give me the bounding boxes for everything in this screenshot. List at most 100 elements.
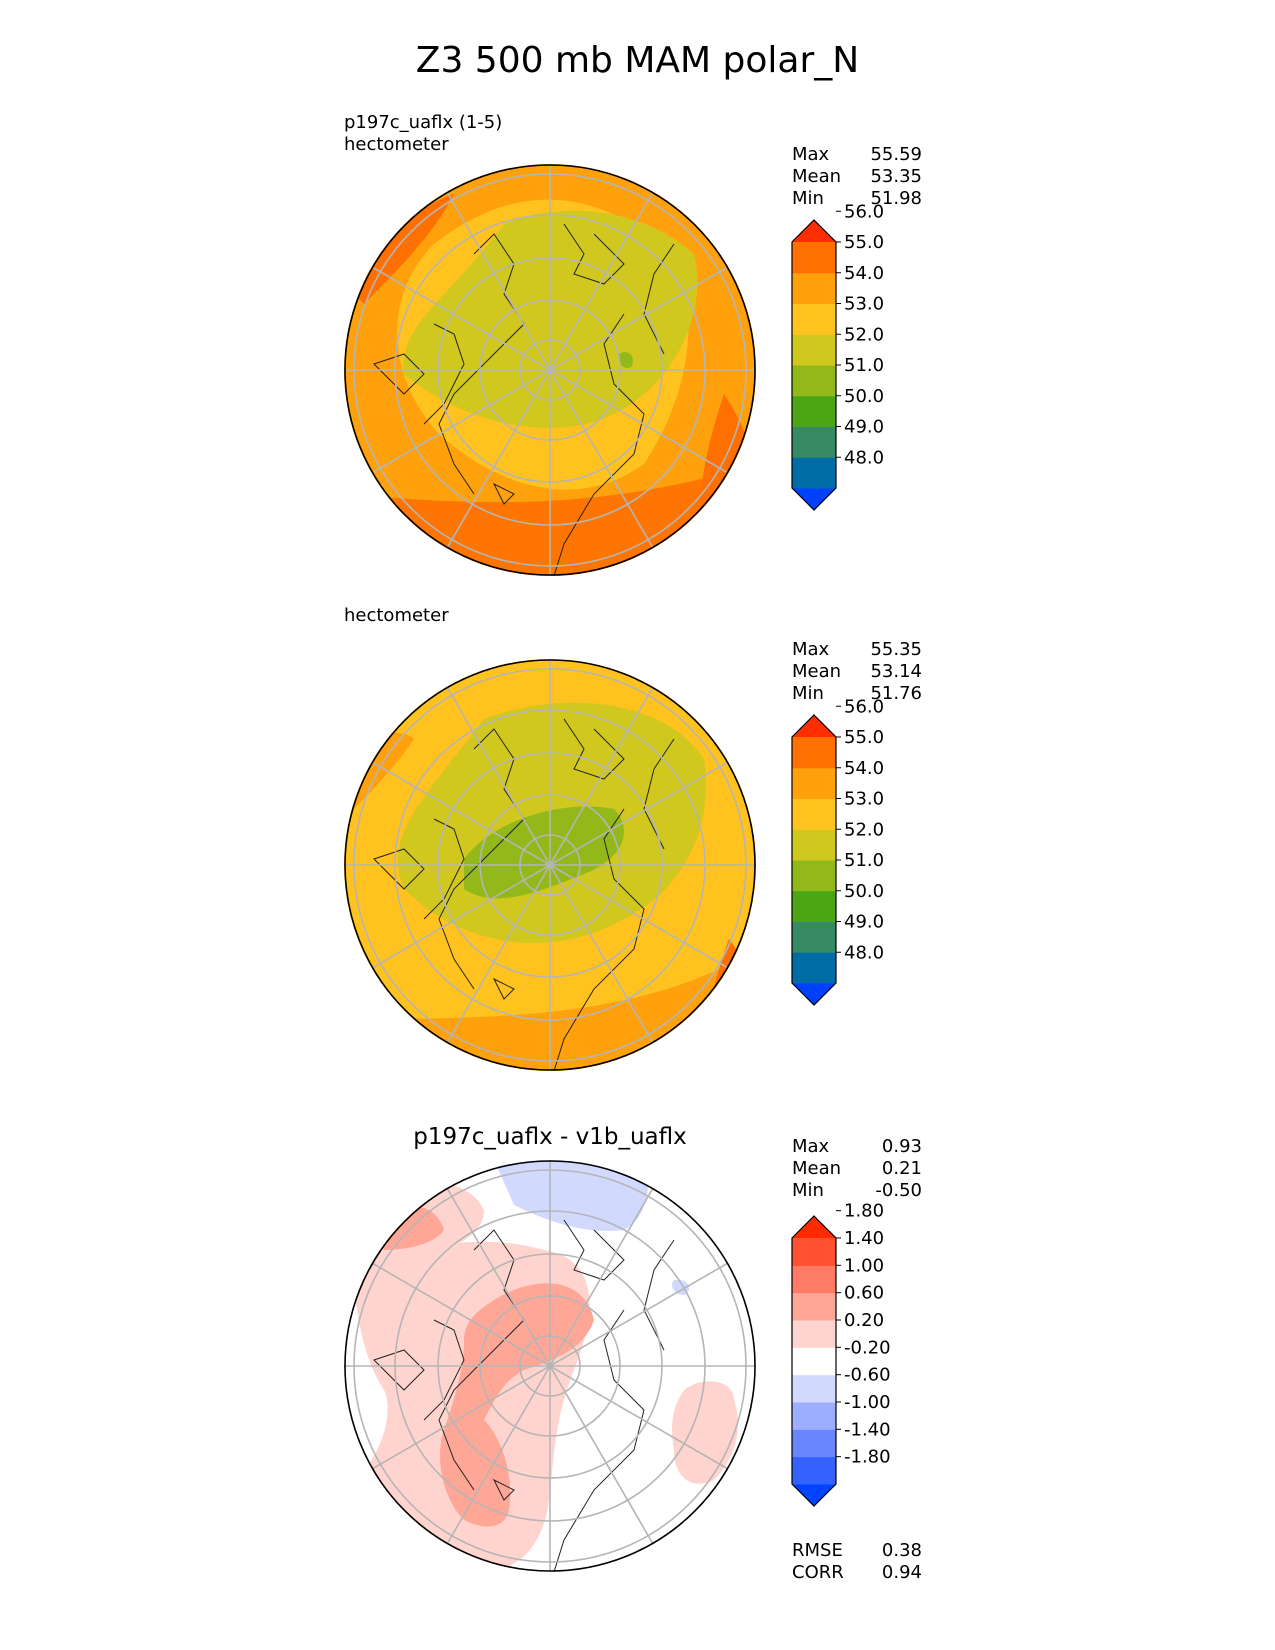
colorbar-segment [792,426,836,458]
units-label: hectometer [344,134,449,155]
polar-map-difference [344,1160,756,1572]
colorbar-segment [792,1374,836,1403]
colorbar-segment [792,272,836,304]
difference-title: p197c_uaflx - v1b_uaflx [413,1124,687,1150]
contour-fill-51 [618,352,633,369]
stat-min-label: Min [792,188,824,209]
figure-title: Z3 500 mb MAM polar_N [415,40,860,81]
stat-max-label: Max [792,144,830,165]
colorbar-segment [792,860,836,892]
colorbar-segment [792,737,836,769]
rmse-label: RMSE [792,1540,843,1561]
contour-fill-pos-east [672,1381,738,1484]
colorbar-segment [792,921,836,953]
colorbar-tick-label: 56.0 [844,201,884,222]
colorbar-segment [792,1429,836,1458]
colorbar-tick-label: 54.0 [844,263,884,284]
colorbar-tick-label: 51.0 [844,355,884,376]
stat-min-value: 51.98 [870,188,922,209]
stats-box: Max 55.35 Mean 53.14 Min 51.76 [792,639,922,705]
colorbar-segment [792,1320,836,1348]
stat-min-label: Min [792,1180,824,1201]
colorbar-tick-label: 52.0 [844,819,884,840]
panel-model: p197c_uaflx (1-5) hectometer Max 55.59 Me… [0,110,1275,590]
stat-min-value: -0.50 [875,1180,922,1201]
colorbar-segment [792,890,836,922]
colorbar-tick-label: 0.60 [844,1283,884,1304]
units-label: hectometer [344,605,449,626]
colorbar-tick-label: 56.0 [844,696,884,717]
colorbar-segment [792,1292,836,1321]
stat-mean-value: 0.21 [881,1158,922,1179]
stat-mean-label: Mean [792,661,842,682]
stat-max-value: 0.93 [881,1136,922,1157]
colorbar: -1.80 -1.40 -1.00 -0.60 -0.20 0.20 0.60 1.00 1.4… [791,1201,891,1507]
stat-mean-label: Mean [792,1158,842,1179]
stat-mean-label: Mean [792,166,842,187]
colorbar-tick-label: 53.0 [844,294,884,315]
colorbar-extend-min [792,488,836,510]
colorbar-tick-label: 50.0 [844,881,884,902]
colorbar-segment [792,334,836,366]
stat-max-value: 55.35 [870,639,922,660]
colorbar-tick-label: -0.20 [844,1337,891,1358]
contour-fill-pos2 [440,1283,594,1527]
panel-model-title: p197c_uaflx (1-5) hectometer [344,112,502,156]
coastlines [373,1219,675,1572]
colorbar-segment [792,767,836,799]
colorbar-segment [792,303,836,335]
colorbar-segment [792,829,836,861]
colorbar-extend-max [792,1216,836,1238]
polar-map-reference [344,659,756,1071]
colorbar-extend-min [792,1484,836,1506]
graticule [344,164,756,576]
colorbar-tick-label: 48.0 [844,447,884,468]
colorbar-extend-max [792,715,836,737]
colorbar-segment [792,457,836,489]
colorbar-tick-label: 49.0 [844,417,884,438]
rmse-value: 0.38 [881,1540,922,1561]
colorbar-tick-label: 1.40 [844,1228,884,1249]
colorbar-tick-label: 52.0 [844,324,884,345]
corr-value: 0.94 [881,1562,922,1583]
contour-fill-neg-north [494,1160,648,1231]
stat-max-label: Max [792,639,830,660]
colorbar: 48.0 49.0 50.0 51.0 52.0 53.0 54.0 55.0 56.0 [791,696,884,1006]
coastlines [373,718,675,1071]
colorbar-extend-max [792,220,836,242]
case-name: p197c_uaflx (1-5) [344,112,503,133]
stat-min-label: Min [792,683,824,704]
colorbar-tick-label: 55.0 [844,727,884,748]
colorbar-tick-label: 51.0 [844,850,884,871]
stat-min-value: 51.76 [870,683,922,704]
colorbar-segment [792,1347,836,1376]
graticule [344,659,756,1071]
graticule [344,1160,756,1572]
colorbar-segment [792,798,836,830]
colorbar-tick-label: 1.80 [844,1201,884,1222]
colorbar-segment [792,365,836,397]
map-boundary [344,164,756,576]
colorbar-tick-label: 49.0 [844,912,884,933]
panel-difference: p197c_uaflx - v1b_uaflx Max 0.93 Mean 0.21… [0,1120,1275,1600]
colorbar-segment [792,952,836,984]
colorbar-segment [792,1238,836,1266]
contour-fill-neg-west [344,1440,353,1490]
panel-reference-title: hectometer [344,605,449,627]
colorbar-tick-label: 50.0 [844,386,884,407]
map-boundary [344,659,756,1071]
contour-fill-54 [344,949,756,1071]
colorbar-segment [792,1456,836,1485]
stat-mean-value: 53.14 [870,661,922,682]
colorbar-segment [792,1402,836,1430]
polar-map-model [344,164,756,576]
colorbar-tick-label: -1.40 [844,1419,891,1440]
colorbar: 48.0 49.0 50.0 51.0 52.0 53.0 54.0 55.0 56.0 [791,201,884,511]
colorbar-tick-label: 1.00 [844,1255,884,1276]
stat-max-label: Max [792,1136,830,1157]
contour-fill-51 [464,806,624,899]
stats-box: Max 55.59 Mean 53.35 Min 51.98 [792,144,922,210]
coastlines [373,223,675,576]
colorbar-extend-min [792,983,836,1005]
stats-box: Max 0.93 Mean 0.21 Min -0.50 [792,1136,922,1202]
